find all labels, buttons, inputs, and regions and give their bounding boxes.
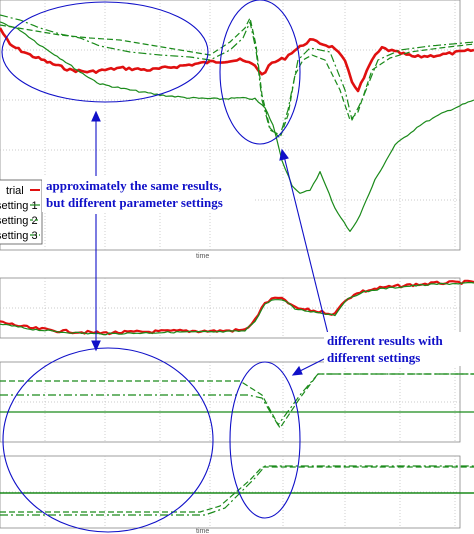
legend-label-setting-1: setting 1 <box>0 200 38 212</box>
legend: trial setting 1 setting 2 setting 3 <box>0 179 43 245</box>
series-line-bottom-1 <box>0 466 474 513</box>
annotation-bg-diff <box>324 332 474 366</box>
ellipse-diff-results-lower <box>229 361 301 519</box>
top-x-axis-label: time <box>196 253 209 260</box>
ellipse-same-results-lower <box>2 347 214 533</box>
arrow-diff-up-line <box>283 155 329 335</box>
ellipse-same-results-top <box>1 1 209 103</box>
ellipse-diff-results-top <box>219 0 301 145</box>
legend-label-setting-2: setting 2 <box>0 215 38 227</box>
annotation-diff-line-2: different settings <box>327 350 420 365</box>
series-line-second-1 <box>0 281 474 336</box>
annotation-same-line-1: approximately the same results, <box>46 178 222 193</box>
annotation-bg-same <box>42 176 254 212</box>
arrow-down-head <box>91 340 101 352</box>
top-panel-frame <box>0 0 461 251</box>
legend-label-trial: trial <box>6 185 24 197</box>
arrow-up-head <box>91 110 101 122</box>
series-line-top-trial <box>0 27 474 93</box>
arrow-diff-right-head <box>291 365 303 376</box>
bottom-panel-frame <box>0 455 461 529</box>
second-panel-frame <box>0 277 461 339</box>
annotation-same-line-2: but different parameter settings <box>46 195 223 210</box>
series-line-third-1 <box>0 373 474 429</box>
gridlines <box>0 0 460 528</box>
annotation-ellipses <box>1 0 301 533</box>
legend-label-setting-3: setting 3 <box>0 230 38 242</box>
arrow-diff-up-head <box>279 148 289 161</box>
series-line-second-0 <box>0 279 474 336</box>
annotation-diff-line-1: different results with <box>327 333 444 348</box>
series-line-top-setting-1 <box>0 21 474 232</box>
annotation-arrows <box>91 110 331 376</box>
bottom-x-axis-label: time <box>196 528 209 534</box>
series-line-third-2 <box>0 373 474 426</box>
series-line-bottom-2 <box>0 465 474 516</box>
series-line-top-setting-2 <box>0 17 474 139</box>
series-line-top-setting-3 <box>0 14 474 136</box>
series-layer <box>0 14 474 516</box>
